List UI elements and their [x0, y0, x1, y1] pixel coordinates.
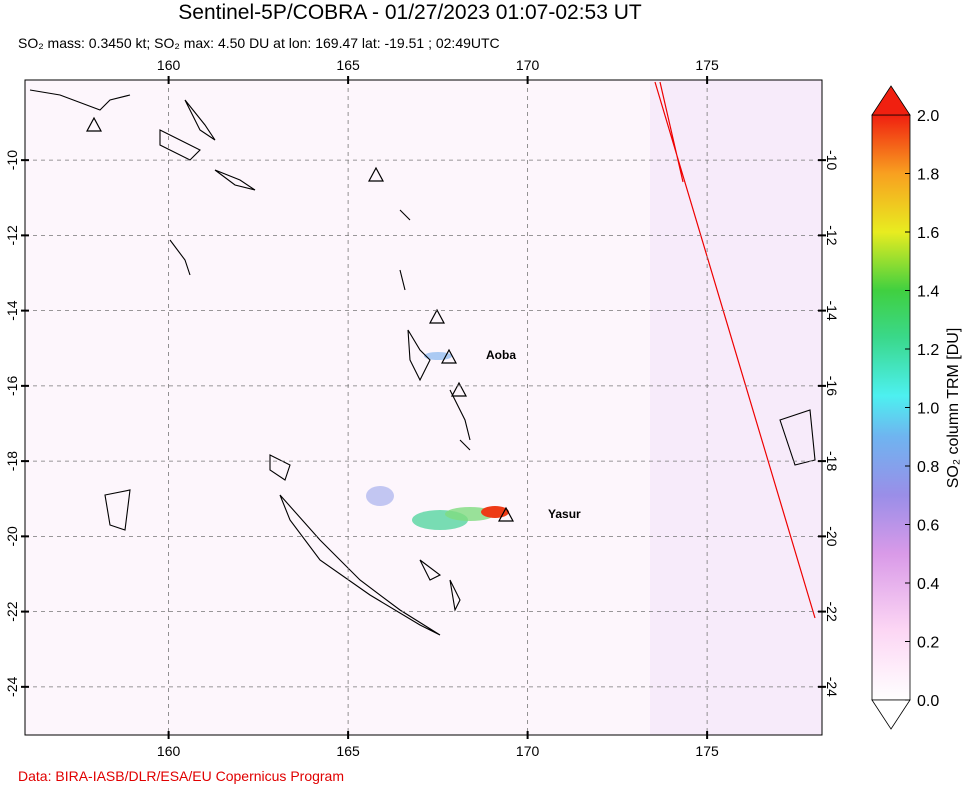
lat-tick-label: -22: [4, 601, 20, 621]
lat-tick-label: -14: [824, 301, 840, 321]
lat-tick-label: -22: [824, 601, 840, 621]
colorbar-extend-min: [871, 699, 911, 730]
lat-tick-label: -10: [4, 150, 20, 170]
plume: [481, 506, 509, 518]
map-content: Aoba Yasur: [25, 80, 822, 735]
lon-tick-label: 160: [157, 57, 181, 73]
lat-tick-label: -12: [824, 225, 840, 245]
map-frame: [24, 79, 823, 736]
lon-tick-label: 170: [516, 743, 540, 759]
colorbar-tick-label: 1.0: [917, 401, 939, 418]
lat-tick-label: -20: [824, 526, 840, 546]
lat-tick-label: -24: [824, 677, 840, 697]
map-axes: 160 160 165 165 170 170 175 175 -10 -10 -12 -12 -14 -…: [4, 57, 840, 759]
lat-tick-label: -18: [4, 451, 20, 471]
colorbar-tick-label: 0.6: [917, 518, 939, 535]
volcano-label: Yasur: [548, 507, 581, 521]
colorbar-tick-label: 1.8: [917, 167, 939, 184]
subtitle: SO₂ mass: 0.3450 kt; SO₂ max: 4.50 DU at…: [18, 35, 500, 51]
lat-tick-label: -14: [4, 300, 20, 320]
lon-tick-label: 165: [336, 57, 360, 73]
lat-tick-label: -20: [4, 526, 20, 546]
lon-tick-label: 175: [695, 57, 719, 73]
colorbar-extend-max: [871, 85, 911, 116]
title: Sentinel-5P/COBRA - 01/27/2023 01:07-02:…: [178, 1, 642, 24]
colorbar-tick-label: 0.0: [917, 693, 939, 710]
colorbar-tick-label: 1.6: [917, 225, 939, 242]
lon-tick-label: 170: [516, 57, 540, 73]
lat-tick-label: -16: [4, 376, 20, 396]
lon-tick-label: 175: [695, 743, 719, 759]
colorbar-tick-label: 2.0: [917, 108, 939, 125]
volcano-marker: [85, 116, 515, 522]
swath-edge: [650, 80, 822, 735]
volcano-label: Aoba: [486, 348, 516, 362]
colorbar-tick-label: 0.8: [917, 459, 939, 476]
colorbar-label: SO₂ column TRM [DU]: [945, 328, 962, 489]
lat-tick-label: -12: [4, 225, 20, 245]
orbit-edge: [654, 81, 816, 619]
lat-tick-label: -24: [4, 677, 20, 697]
plume: [366, 486, 394, 506]
lat-tick-label: -10: [824, 150, 840, 170]
lat-tick-label: -16: [824, 376, 840, 396]
colorbar-tick-label: 0.2: [917, 635, 939, 652]
colorbar: [871, 114, 911, 701]
lat-tick-label: -18: [824, 451, 840, 471]
colorbar-tick-label: 0.4: [917, 576, 939, 593]
footer-credit: Data: BIRA-IASB/DLR/ESA/EU Copernicus Pr…: [18, 768, 344, 784]
colorbar-ticks: 0.0 0.2 0.4 0.6 0.8 1.0 1.2 1.4 1.6 1.8 2.0: [905, 108, 939, 710]
colorbar-tick-label: 1.4: [917, 284, 939, 301]
lon-tick-label: 160: [157, 743, 181, 759]
lon-tick-label: 165: [336, 743, 360, 759]
colorbar-tick-label: 1.2: [917, 342, 939, 359]
